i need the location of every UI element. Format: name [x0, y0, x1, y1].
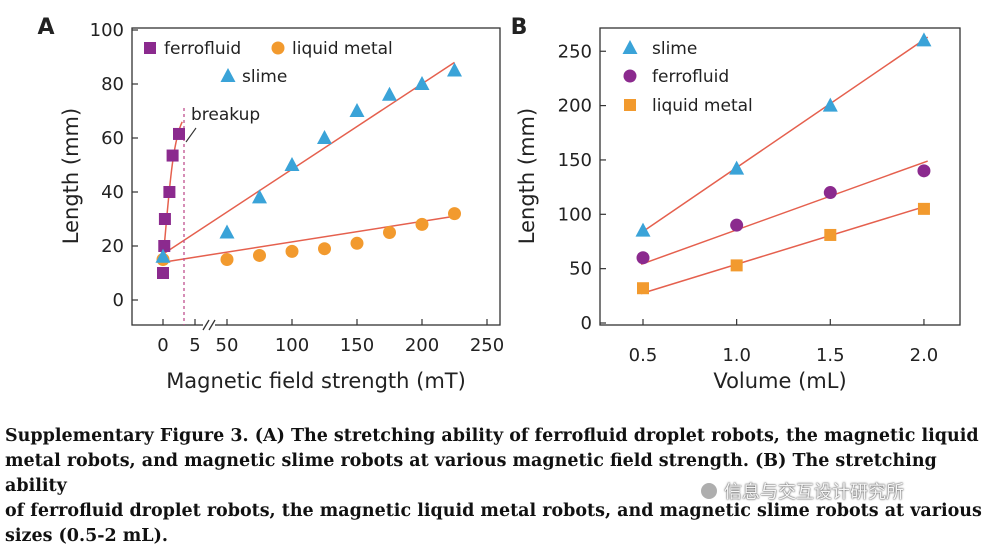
data-point-ferrofluid: [730, 218, 744, 232]
data-point-ferrofluid: [166, 149, 179, 162]
watermark-text: 信息与交互设计研究所: [724, 482, 904, 503]
data-point-liquid-metal: [730, 259, 743, 272]
data-point-liquid-metal: [637, 282, 649, 295]
data-point-slime: [252, 189, 267, 204]
data-point-ferrofluid: [823, 186, 837, 200]
legend-marker-slime: [220, 68, 236, 82]
data-point-ferrofluid: [157, 267, 169, 279]
fit-line-slime-b: [640, 36, 929, 234]
x-tick-label-a: 150: [340, 335, 374, 356]
axis-break-mark: [208, 319, 216, 331]
y-tick-label-b: 250: [558, 41, 592, 62]
data-point-liquid-metal: [220, 253, 234, 266]
legend-marker-liquid-metal: [624, 99, 636, 111]
x-tick-label-b: 0.5: [629, 345, 658, 366]
caption-line-4: sizes (0.5-2 mL).: [5, 526, 168, 546]
data-point-ferrofluid: [163, 186, 176, 198]
y-tick-label-b: 100: [558, 204, 592, 225]
y-tick-label-a: 80: [101, 74, 124, 95]
data-point-ferrofluid: [917, 164, 931, 178]
data-point-liquid-metal: [318, 242, 331, 256]
data-point-liquid-metal: [448, 207, 461, 221]
axis-break-mark: [202, 319, 210, 331]
legend-label-a: slime: [242, 67, 287, 87]
data-point-ferrofluid: [636, 251, 650, 265]
y-axis-label-a: Length (mm): [59, 108, 83, 244]
x-tick-label-b: 1.5: [816, 345, 845, 366]
x-tick-label-b: 2.0: [910, 345, 939, 366]
data-point-slime: [284, 157, 300, 171]
x-axis-label-a: Magnetic field strength (mT): [166, 369, 466, 393]
panel-label-a: A: [37, 15, 54, 40]
y-tick-label-a: 0: [113, 290, 124, 311]
data-point-slime: [916, 32, 932, 47]
figure-caption: Supplementary Figure 3. (A) The stretchi…: [5, 424, 995, 549]
x-tick-label-a: 250: [470, 335, 504, 356]
data-point-slime: [349, 103, 365, 117]
panel-label-b: B: [511, 15, 528, 40]
legend-marker-ferrofluid: [623, 69, 637, 83]
x-axis-label-b: Volume (mL): [713, 369, 846, 393]
fit-line-ferrofluid-b: [640, 160, 928, 266]
y-tick-label-b: 0: [581, 313, 592, 334]
data-point-slime: [414, 76, 430, 90]
y-tick-label-a: 60: [101, 128, 124, 149]
x-tick-label-a: 50: [216, 335, 239, 356]
legend-marker-slime: [622, 40, 638, 54]
data-point-ferrofluid: [158, 213, 171, 225]
data-point-slime: [822, 97, 838, 112]
legend-label-b: slime: [652, 39, 697, 59]
data-point-liquid-metal: [383, 226, 396, 239]
data-point-ferrofluid: [158, 240, 171, 252]
plot-frame-b: [599, 27, 961, 326]
annotation-breakup: breakup: [191, 105, 260, 125]
breakup-pointer: [185, 127, 197, 143]
data-point-liquid-metal: [917, 202, 930, 215]
data-point-slime: [447, 62, 462, 77]
y-tick-label-b: 50: [569, 259, 592, 280]
legend-label-a: liquid metal: [292, 39, 393, 59]
wechat-logo-icon: [700, 482, 718, 500]
legend-label-b: liquid metal: [652, 96, 753, 116]
y-tick-label-a: 40: [101, 182, 124, 203]
caption-line-3: of ferrofluid droplet robots, the magnet…: [5, 501, 982, 521]
data-point-slime: [219, 224, 235, 239]
data-point-liquid-metal: [253, 248, 266, 262]
y-axis-label-b: Length (mm): [515, 108, 539, 244]
y-tick-label-b: 200: [558, 96, 592, 117]
x-tick-label-b: 1.0: [722, 345, 751, 366]
watermark: 信息与交互设计研究所: [700, 478, 904, 504]
y-tick-label-a: 100: [90, 20, 124, 41]
caption-line-1: Supplementary Figure 3. (A) The stretchi…: [5, 426, 979, 446]
axis-break-mask: [203, 319, 215, 331]
data-point-slime: [635, 222, 651, 237]
chart-panel-b: 0 50 100 150 200 250 0.5 1.0 1.5 2.0 Volume (mL) Le…: [511, 15, 961, 393]
x-tick-label-a: 200: [405, 335, 439, 356]
data-point-liquid-metal: [350, 236, 364, 250]
legend-label-b: ferrofluid: [652, 67, 729, 87]
data-point-liquid-metal: [824, 228, 837, 241]
legend-marker-liquid-metal: [271, 41, 285, 55]
x-tick-label-a: 0: [157, 335, 168, 356]
data-point-slime: [382, 86, 397, 101]
legend-marker-ferrofluid: [144, 42, 156, 54]
caption-line-2: metal robots, and magnetic slime robots …: [5, 451, 937, 496]
data-point-ferrofluid: [173, 127, 185, 140]
fit-line-slime-a: [162, 61, 455, 255]
data-point-liquid-metal: [415, 217, 429, 231]
y-tick-label-a: 20: [101, 236, 124, 257]
plot-frame-a: [131, 27, 501, 326]
x-tick-label-a: 5: [189, 335, 200, 356]
data-point-slime: [317, 130, 332, 144]
data-point-slime: [155, 248, 171, 263]
y-tick-label-b: 150: [558, 150, 592, 171]
fit-line-liquid-metal-a: [162, 215, 455, 263]
legend-label-a: ferrofluid: [164, 39, 241, 59]
data-point-liquid-metal: [285, 244, 299, 258]
data-point-slime: [729, 160, 745, 175]
x-tick-label-a: 100: [275, 335, 309, 356]
fit-line-liquid-metal-b: [640, 204, 928, 295]
